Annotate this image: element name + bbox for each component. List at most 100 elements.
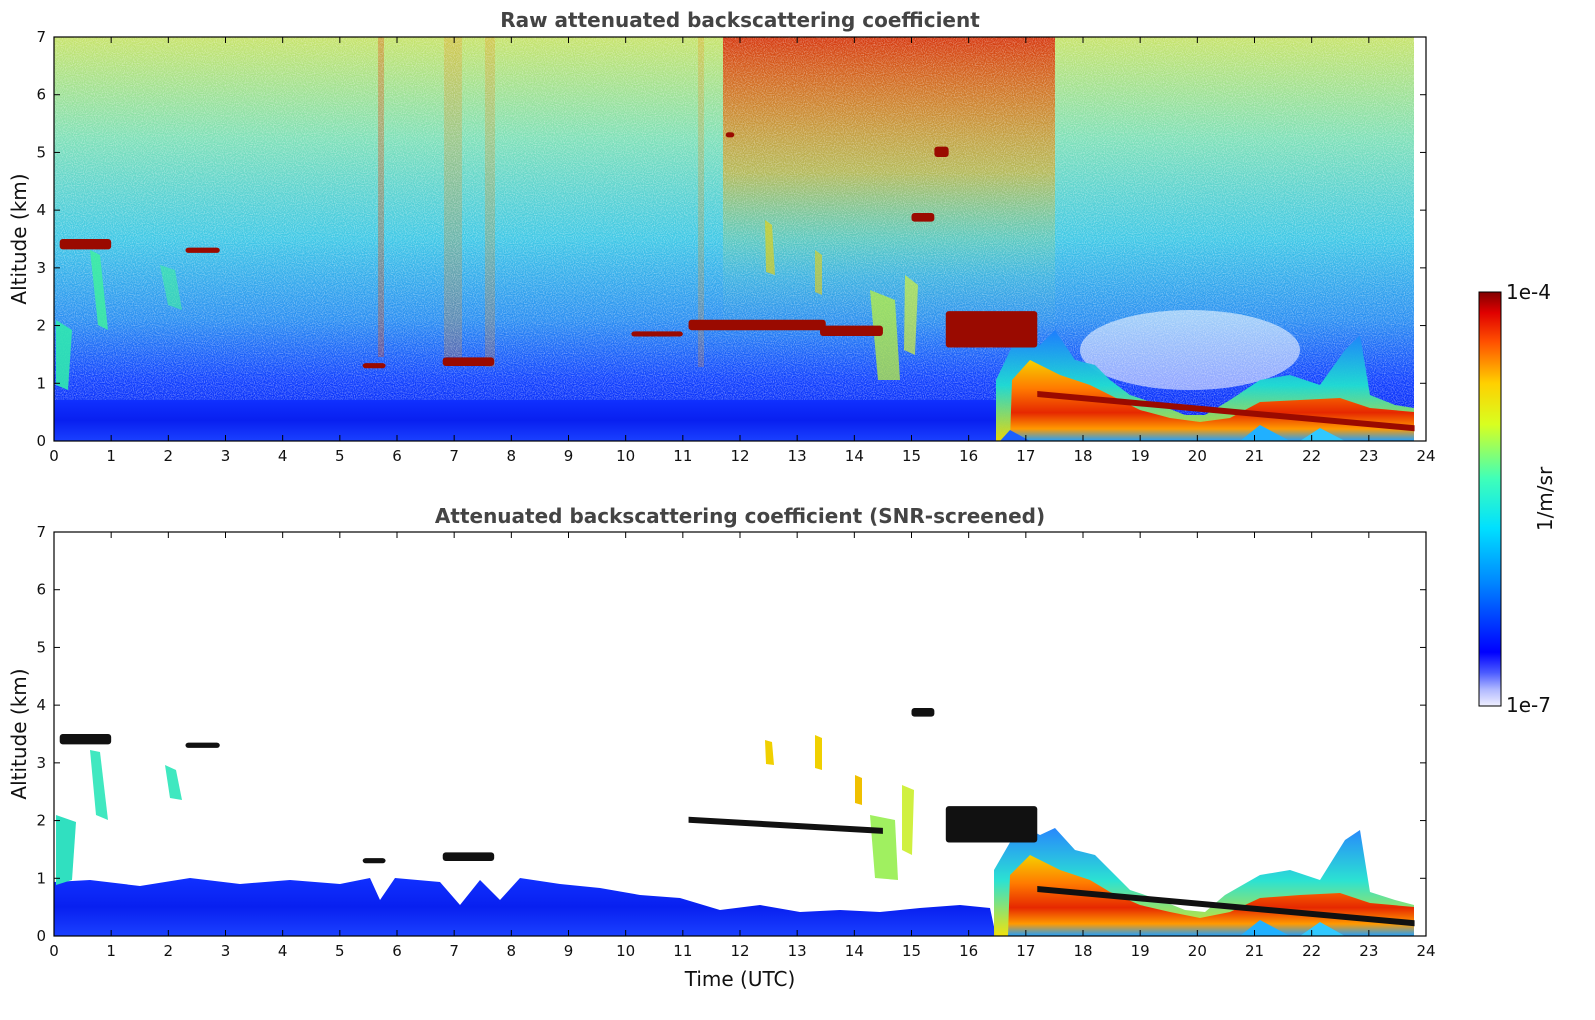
y-tick-label: 2 — [36, 812, 46, 830]
x-tick-label: 3 — [221, 942, 231, 960]
colorbar-units-label: 1/m/sr — [1533, 466, 1557, 531]
x-tick-label: 12 — [730, 447, 749, 465]
x-tick-label: 3 — [221, 447, 231, 465]
cloud-layer — [631, 331, 683, 337]
cloud-layer — [911, 213, 935, 222]
y-tick-label: 0 — [36, 927, 46, 945]
x-tick-label: 7 — [449, 942, 459, 960]
cloud-layer — [185, 247, 220, 253]
x-tick-label: 17 — [1016, 942, 1035, 960]
axes: 0 1 2 3 4 5 6 7 8 9 10 11 12 13 14 15 16 17 18 19 20 21 22 23 24… — [36, 523, 1435, 960]
cloud-layer — [688, 816, 883, 834]
cloud-layer — [725, 132, 735, 138]
cloud-layer — [362, 363, 386, 369]
colorbar-gradient — [1478, 291, 1502, 707]
x-tick-label: 20 — [1188, 447, 1207, 465]
x-tick-label: 7 — [449, 447, 459, 465]
x-tick-label: 19 — [1131, 942, 1150, 960]
x-tick-label: 23 — [1359, 942, 1378, 960]
y-tick-label: 7 — [36, 523, 46, 541]
cloud-layer — [688, 319, 826, 331]
raw-backscatter-panel: Raw attenuated backscattering coefficien… — [7, 8, 1436, 465]
x-tick-label: 15 — [902, 942, 921, 960]
x-tick-label: 22 — [1302, 447, 1321, 465]
y-tick-label: 5 — [36, 638, 46, 656]
cloud-layer — [442, 357, 495, 366]
cloud-layers — [59, 708, 1415, 927]
colorbar-min-label: 1e-7 — [1506, 693, 1551, 717]
x-tick-label: 21 — [1245, 447, 1264, 465]
x-tick-label: 9 — [564, 447, 574, 465]
cloud-layers — [59, 132, 1415, 432]
x-tick-label: 12 — [730, 942, 749, 960]
x-tick-label: 1 — [106, 447, 116, 465]
x-tick-label: 8 — [507, 447, 517, 465]
colorbar: 1e-4 1e-7 1/m/sr — [1478, 280, 1557, 717]
cloud-layer — [911, 708, 935, 717]
y-tick-label: 6 — [36, 86, 46, 104]
x-tick-label: 17 — [1016, 447, 1035, 465]
raw-heatmap — [54, 37, 1414, 441]
x-tick-label: 13 — [788, 447, 807, 465]
x-tick-label: 0 — [49, 942, 59, 960]
y-tick-label: 1 — [36, 869, 46, 887]
y-tick-label: 3 — [36, 259, 46, 277]
x-tick-label: 10 — [616, 942, 635, 960]
x-tick-label: 8 — [507, 942, 517, 960]
x-tick-label: 16 — [959, 447, 978, 465]
cloud-layer — [934, 146, 949, 158]
x-tick-label: 14 — [845, 942, 864, 960]
x-tick-label: 23 — [1359, 447, 1378, 465]
x-tick-label: 5 — [335, 942, 345, 960]
cloud-layer — [820, 325, 883, 336]
cloud-layer — [185, 742, 220, 748]
x-tick-label: 4 — [278, 447, 288, 465]
x-tick-label: 20 — [1188, 942, 1207, 960]
x-tick-label: 6 — [392, 942, 402, 960]
y-tick-label: 5 — [36, 143, 46, 161]
x-tick-label: 10 — [616, 447, 635, 465]
screened-backscatter-panel: Attenuated backscattering coefficient (S… — [7, 504, 1436, 991]
x-tick-label: 11 — [673, 942, 692, 960]
x-tick-label: 11 — [673, 447, 692, 465]
y-tick-label: 1 — [36, 374, 46, 392]
x-tick-label: 13 — [788, 942, 807, 960]
x-tick-label: 2 — [164, 447, 174, 465]
y-tick-label: 4 — [36, 696, 46, 714]
x-tick-label: 21 — [1245, 942, 1264, 960]
panel-title: Attenuated backscattering coefficient (S… — [435, 504, 1045, 528]
x-tick-label: 22 — [1302, 942, 1321, 960]
colorbar-max-label: 1e-4 — [1506, 280, 1551, 304]
panel-title: Raw attenuated backscattering coefficien… — [500, 8, 980, 32]
cloud-layer — [945, 806, 1038, 843]
cloud-layer — [59, 239, 112, 250]
x-tick-label: 1 — [106, 942, 116, 960]
cloud-layer — [1037, 391, 1415, 432]
cloud-layer — [945, 311, 1038, 348]
y-axis-label: Altitude (km) — [7, 668, 31, 799]
axes: 0 1 2 3 4 5 6 7 8 9 10 11 12 13 14 15 16 17 18 19 20 21 22 23 24… — [36, 28, 1435, 465]
y-tick-label: 7 — [36, 28, 46, 46]
x-tick-label: 4 — [278, 942, 288, 960]
x-tick-label: 24 — [1416, 447, 1435, 465]
x-tick-label: 6 — [392, 447, 402, 465]
cloud-layer — [59, 734, 112, 745]
x-tick-label: 18 — [1073, 942, 1092, 960]
y-tick-label: 0 — [36, 432, 46, 450]
x-tick-label: 24 — [1416, 942, 1435, 960]
x-axis-label: Time (UTC) — [684, 967, 796, 991]
cloud-layer — [442, 852, 495, 861]
cloud-layer — [362, 858, 386, 864]
y-tick-label: 6 — [36, 581, 46, 599]
x-tick-label: 18 — [1073, 447, 1092, 465]
y-axis-label: Altitude (km) — [7, 173, 31, 304]
y-tick-label: 2 — [36, 317, 46, 335]
x-tick-label: 2 — [164, 942, 174, 960]
screened-heatmap — [54, 532, 1426, 936]
y-tick-label: 3 — [36, 754, 46, 772]
cloud-layer — [1037, 886, 1415, 927]
x-tick-label: 9 — [564, 942, 574, 960]
y-tick-label: 4 — [36, 201, 46, 219]
x-tick-label: 14 — [845, 447, 864, 465]
